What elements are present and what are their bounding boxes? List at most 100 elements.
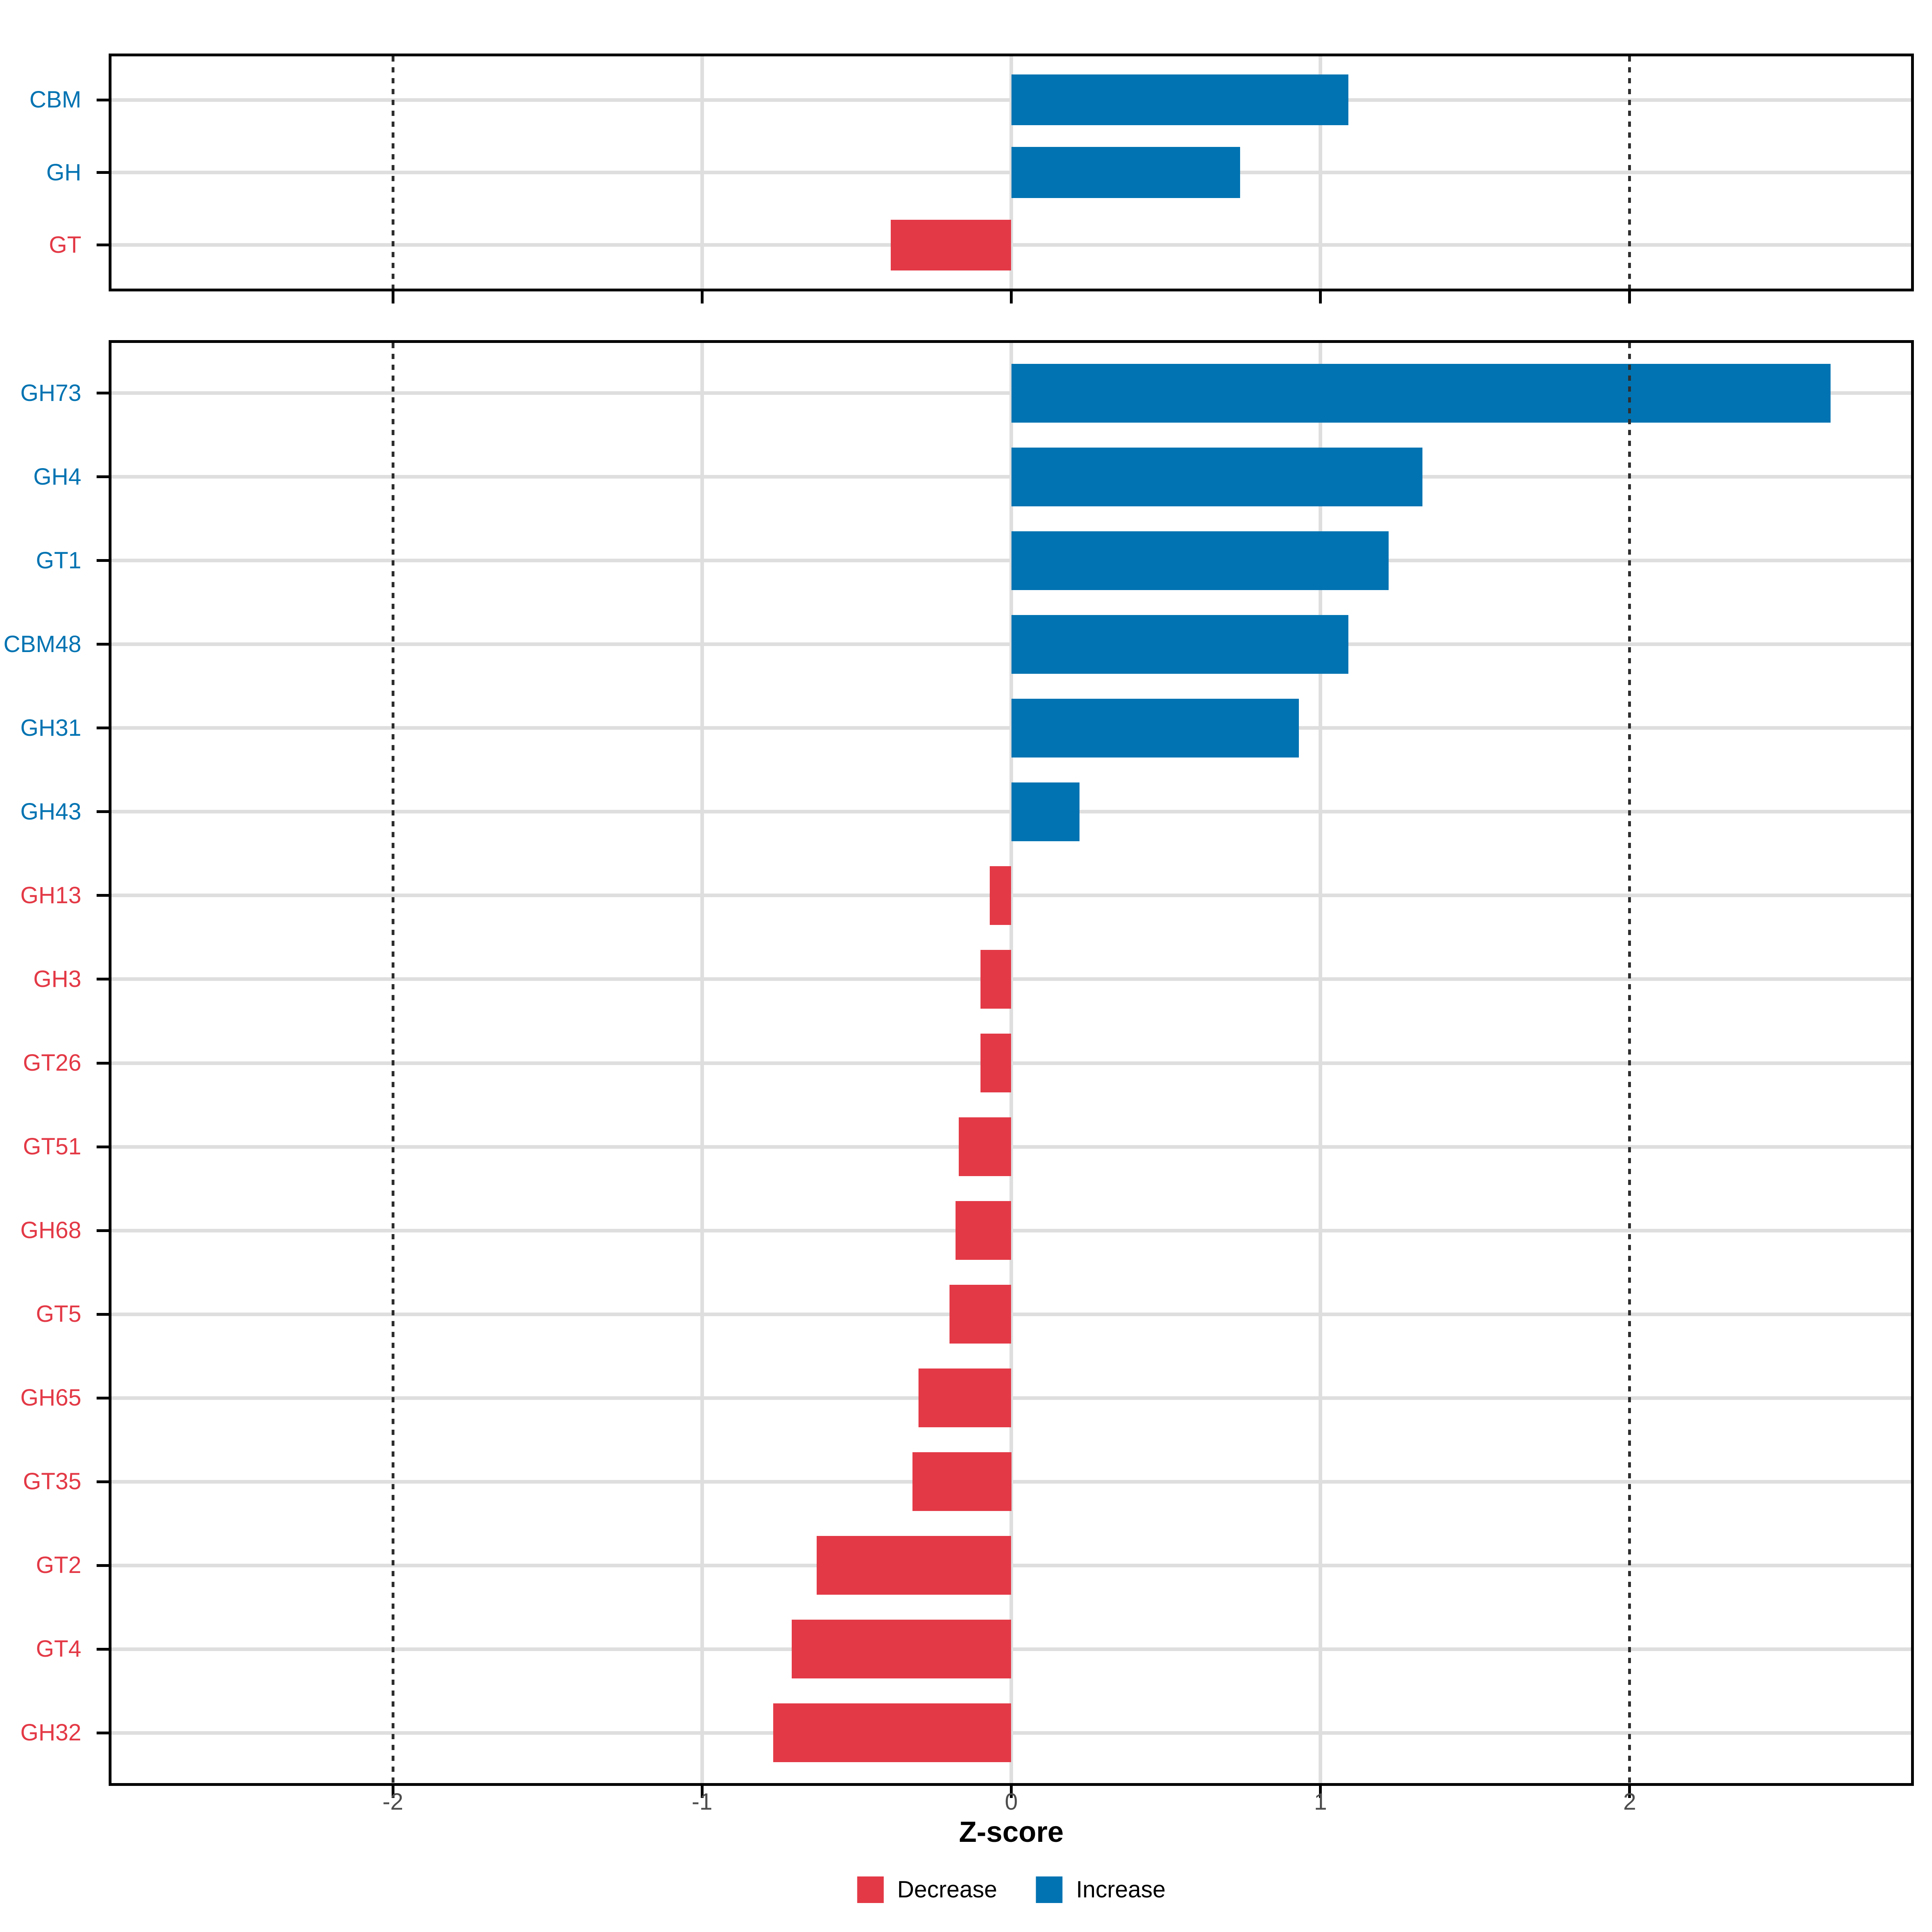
bar-GT1 xyxy=(1011,531,1389,590)
category-gridline-GH68 xyxy=(111,1228,1911,1232)
category-gridline-GT51 xyxy=(111,1145,1911,1149)
y-axis-tick xyxy=(97,1145,109,1148)
dashed-reference-line xyxy=(1628,343,1631,1783)
category-label-GH13: GH13 xyxy=(20,882,81,908)
y-axis-tick xyxy=(97,1229,109,1232)
category-gridline-GT xyxy=(111,243,1911,247)
y-axis-tick xyxy=(97,392,109,395)
legend-label-increase: Increase xyxy=(1076,1876,1166,1903)
y-axis-tick xyxy=(97,1731,109,1734)
y-axis-tick xyxy=(97,978,109,981)
category-label-GH: GH xyxy=(46,159,81,186)
category-label-GT4: GT4 xyxy=(36,1636,81,1662)
y-axis-tick xyxy=(97,894,109,897)
category-label-GH43: GH43 xyxy=(20,798,81,825)
x-axis-tick xyxy=(1010,1786,1013,1798)
panel-enzyme-class-summary xyxy=(109,54,1914,291)
bar-GH43 xyxy=(1011,782,1080,841)
category-label-GT35: GT35 xyxy=(23,1468,81,1495)
bar-GH4 xyxy=(1011,448,1423,506)
bar-GH3 xyxy=(980,950,1011,1009)
y-axis-tick xyxy=(97,643,109,646)
y-axis-tick xyxy=(97,559,109,562)
y-axis-tick xyxy=(97,1647,109,1651)
dashed-reference-line xyxy=(391,56,394,289)
category-gridline-GT26 xyxy=(111,1061,1911,1065)
dashed-reference-line xyxy=(391,343,394,1783)
bar-GT2 xyxy=(816,1536,1011,1595)
increase-swatch-icon xyxy=(1036,1876,1063,1903)
y-axis-tick xyxy=(97,1061,109,1065)
legend-item-decrease: Decrease xyxy=(857,1876,997,1903)
y-axis-tick xyxy=(97,1396,109,1399)
bar-GT4 xyxy=(792,1620,1011,1678)
category-label-GH65: GH65 xyxy=(20,1385,81,1411)
bar-GH68 xyxy=(956,1201,1011,1260)
category-label-GT1: GT1 xyxy=(36,547,81,574)
x-axis-tick xyxy=(700,1786,704,1798)
x-tick-label--1: -1 xyxy=(691,1789,713,1815)
bar-GH32 xyxy=(773,1703,1011,1762)
y-axis-tick xyxy=(97,810,109,813)
y-axis-tick xyxy=(97,171,109,174)
bar-GT5 xyxy=(949,1285,1011,1344)
bar-CBM xyxy=(1011,74,1348,126)
category-label-GH68: GH68 xyxy=(20,1217,81,1244)
x-axis-tick xyxy=(391,291,394,303)
category-gridline-GH13 xyxy=(111,894,1911,898)
category-gridline-GT2 xyxy=(111,1563,1911,1567)
y-axis-tick xyxy=(97,475,109,479)
bar-GH31 xyxy=(1011,699,1299,758)
category-label-CBM: CBM xyxy=(29,87,81,113)
bar-GH73 xyxy=(1011,364,1831,423)
category-label-GT26: GT26 xyxy=(23,1050,81,1076)
legend-item-increase: Increase xyxy=(1036,1876,1166,1903)
category-gridline-GT35 xyxy=(111,1480,1911,1484)
bar-GT xyxy=(890,219,1011,270)
y-axis-tick xyxy=(97,727,109,730)
category-gridline-GH65 xyxy=(111,1396,1911,1400)
y-axis-tick xyxy=(97,98,109,101)
category-label-GT5: GT5 xyxy=(36,1301,81,1327)
bar-GH13 xyxy=(989,866,1011,925)
legend-label-decrease: Decrease xyxy=(897,1876,997,1903)
y-axis-tick xyxy=(97,1313,109,1316)
bar-GH65 xyxy=(919,1368,1011,1427)
category-label-GH73: GH73 xyxy=(20,380,81,406)
category-label-GH31: GH31 xyxy=(20,714,81,741)
x-axis-tick xyxy=(1628,291,1631,303)
x-axis-tick xyxy=(1319,1786,1322,1798)
x-axis-tick xyxy=(1010,291,1013,303)
y-axis-tick xyxy=(97,244,109,247)
bar-GT26 xyxy=(980,1034,1011,1092)
bar-GT51 xyxy=(958,1117,1011,1176)
x-axis-tick xyxy=(1319,291,1322,303)
x-tick-label-1: 1 xyxy=(1314,1789,1327,1815)
category-label-GT2: GT2 xyxy=(36,1552,81,1579)
x-tick-label-0: 0 xyxy=(1005,1789,1018,1815)
x-axis-tick xyxy=(391,1786,394,1798)
category-gridline-GT4 xyxy=(111,1647,1911,1651)
x-tick-label-2: 2 xyxy=(1623,1789,1637,1815)
bar-GT35 xyxy=(912,1452,1011,1511)
bar-GH xyxy=(1011,147,1240,198)
x-axis-tick xyxy=(1628,1786,1631,1798)
category-gridline-GH32 xyxy=(111,1731,1911,1735)
category-label-GT51: GT51 xyxy=(23,1133,81,1160)
y-axis-tick xyxy=(97,1480,109,1483)
x-axis-title: Z-score xyxy=(959,1816,1064,1848)
category-label-GH4: GH4 xyxy=(33,463,81,490)
x-tick-label--2: -2 xyxy=(382,1789,403,1815)
category-label-GH3: GH3 xyxy=(33,966,81,992)
dashed-reference-line xyxy=(1628,56,1631,289)
panel-enzyme-families xyxy=(109,340,1914,1786)
legend: Decrease Increase xyxy=(857,1876,1166,1903)
category-label-GH32: GH32 xyxy=(20,1719,81,1746)
category-label-CBM48: CBM48 xyxy=(3,631,81,657)
bar-CBM48 xyxy=(1011,615,1348,674)
y-axis-tick xyxy=(97,1564,109,1567)
x-axis-tick xyxy=(700,291,704,303)
category-gridline-GH3 xyxy=(111,977,1911,981)
category-gridline-GT5 xyxy=(111,1312,1911,1316)
